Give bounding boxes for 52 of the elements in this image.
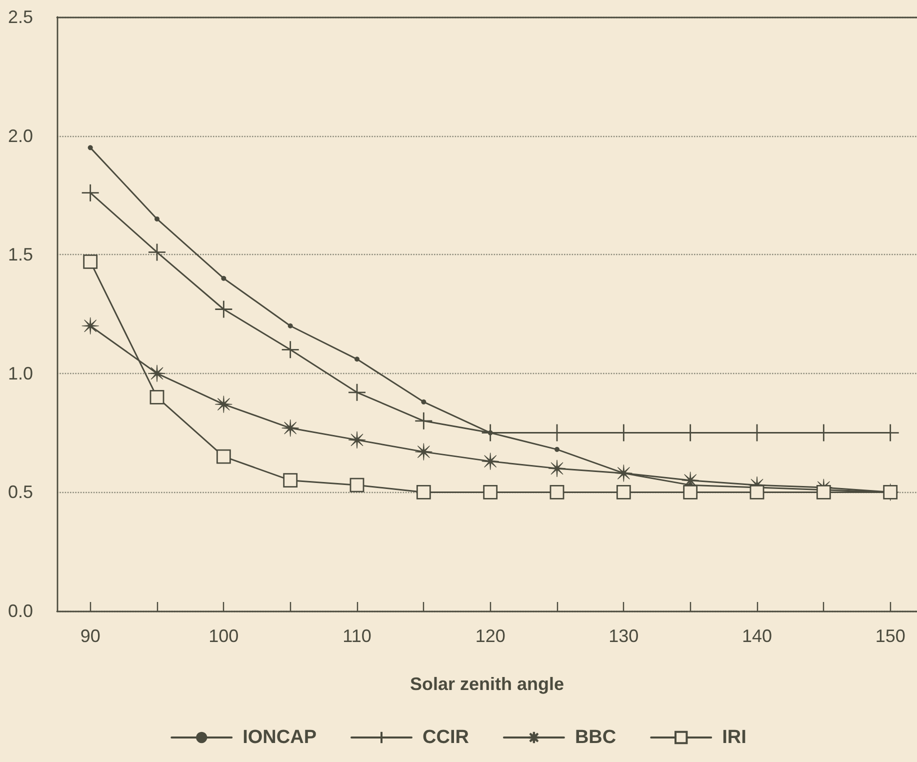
point xyxy=(148,243,166,262)
point xyxy=(683,485,698,500)
point xyxy=(214,395,232,414)
point xyxy=(554,446,560,452)
x-tick-label: 140 xyxy=(742,626,772,646)
point xyxy=(354,356,360,362)
point xyxy=(750,485,764,500)
point xyxy=(82,317,100,335)
y-tick-label: 0.5 xyxy=(8,482,33,502)
point xyxy=(83,254,98,269)
legend-label: BBC xyxy=(574,727,616,748)
x-tick-label: 120 xyxy=(475,626,506,646)
y-tick-label: 2.0 xyxy=(8,126,33,146)
y-tick-label: 0.0 xyxy=(8,601,33,621)
point xyxy=(350,478,364,492)
point xyxy=(816,485,831,500)
point xyxy=(214,300,233,318)
x-tick-label: 130 xyxy=(608,626,639,646)
point xyxy=(148,364,166,382)
legend-label: IONCAP xyxy=(242,727,317,748)
point xyxy=(282,419,300,437)
point xyxy=(216,449,231,464)
point xyxy=(414,443,432,461)
point xyxy=(154,216,160,222)
x-tick-label: 110 xyxy=(342,626,372,646)
point xyxy=(482,452,500,470)
point xyxy=(421,399,426,404)
legend-label: IRI xyxy=(722,727,746,748)
legend-label: CCIR xyxy=(422,727,470,748)
point xyxy=(81,184,100,202)
y-tick-label: 2.5 xyxy=(8,7,33,27)
x-axis-title: Solar zenith angle xyxy=(410,674,564,694)
point xyxy=(348,383,366,402)
point xyxy=(548,460,566,478)
point xyxy=(483,485,498,500)
point xyxy=(283,473,298,488)
point xyxy=(414,412,433,430)
point xyxy=(614,464,632,482)
point xyxy=(550,485,564,500)
point xyxy=(88,145,93,150)
point xyxy=(281,340,300,359)
y-tick-label: 1.5 xyxy=(8,244,33,265)
point xyxy=(288,323,293,328)
point xyxy=(221,276,226,281)
point xyxy=(616,485,631,500)
x-tick-label: 150 xyxy=(875,626,906,646)
point xyxy=(416,485,431,500)
point xyxy=(150,390,164,404)
x-tick-label: 90 xyxy=(80,626,100,646)
x-tick-label: 100 xyxy=(208,626,239,646)
point xyxy=(348,431,366,449)
y-tick-label: 1.0 xyxy=(8,363,33,384)
